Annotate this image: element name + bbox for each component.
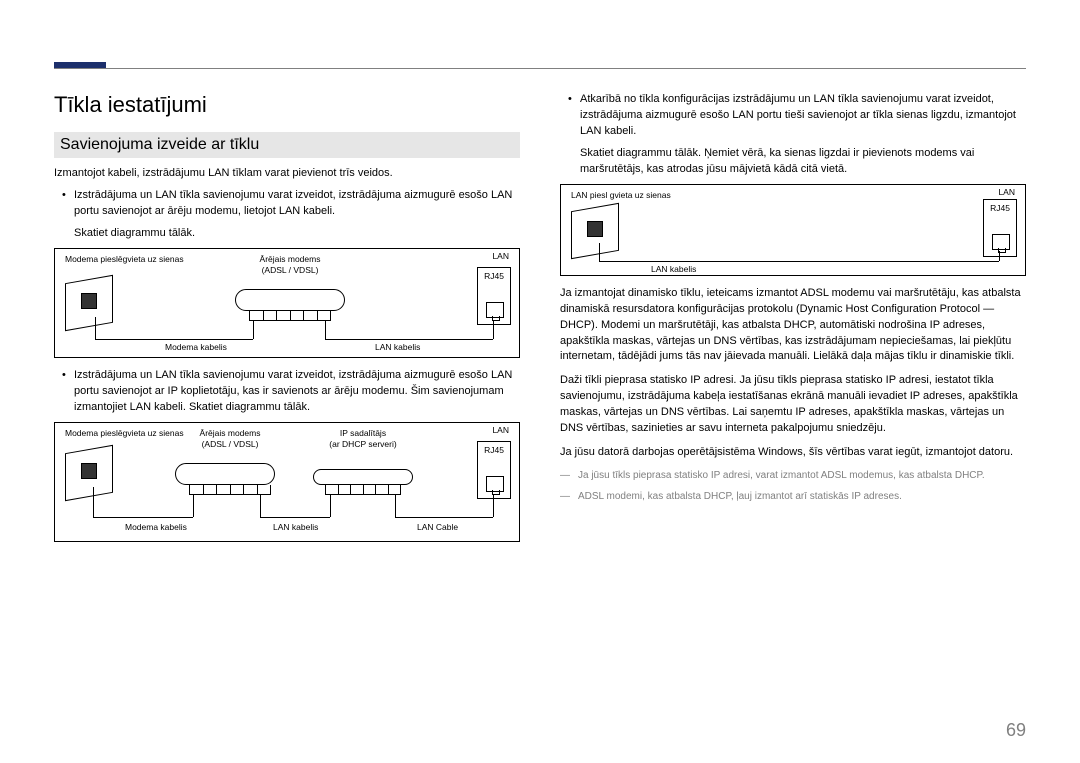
rj45-panel-icon: RJ45 bbox=[983, 199, 1017, 257]
rj45-panel-icon: RJ45 bbox=[477, 267, 511, 325]
diagram-wall-direct: LAN piesl gvieta uz sienas LAN RJ45 LAN … bbox=[560, 184, 1026, 276]
label-rj45: RJ45 bbox=[984, 204, 1016, 214]
page-number: 69 bbox=[1006, 720, 1026, 741]
diagram-ip-sharer: Modema pieslēgvieta uz sienas Ārējais mo… bbox=[54, 422, 520, 542]
paragraph: Ja jūsu datorā darbojas operētājsistēma … bbox=[560, 445, 1026, 461]
bullet-list-right: Atkarībā no tīkla konfigurācijas izstrād… bbox=[560, 92, 1026, 140]
wall-jack-icon bbox=[571, 207, 631, 261]
page-content: Tīkla iestatījumi Savienojuma izveide ar… bbox=[54, 92, 1026, 723]
label-lan-cable-en: LAN Cable bbox=[417, 523, 458, 533]
label-rj45: RJ45 bbox=[478, 272, 510, 282]
label-sharer-2: (ar DHCP serveri) bbox=[313, 440, 413, 450]
label-lan-cable: LAN kabelis bbox=[651, 265, 696, 275]
header-rule bbox=[54, 68, 1026, 69]
label-modem-2: (ADSL / VDSL) bbox=[245, 266, 335, 276]
ip-sharer-icon bbox=[313, 469, 413, 495]
note-line: Ja jūsu tīkls pieprasa statisko IP adres… bbox=[560, 469, 1026, 484]
sub-line: Skatiet diagrammu tālāk. bbox=[54, 226, 520, 242]
label-sharer-1: IP sadalītājs bbox=[313, 429, 413, 439]
modem-icon bbox=[235, 289, 345, 319]
label-wall: Modema pieslēgvieta uz sienas bbox=[65, 255, 184, 265]
section-heading: Savienojuma izveide ar tīklu bbox=[54, 132, 520, 158]
label-lan-cable: LAN kabelis bbox=[273, 523, 318, 533]
label-modem-cable: Modema kabelis bbox=[125, 523, 187, 533]
label-lan-cable: LAN kabelis bbox=[375, 343, 420, 353]
label-lan-top: LAN bbox=[492, 252, 509, 262]
diagram-modem-direct: Modema pieslēgvieta uz sienas Ārējais mo… bbox=[54, 248, 520, 358]
label-modem-2: (ADSL / VDSL) bbox=[185, 440, 275, 450]
page-title: Tīkla iestatījumi bbox=[54, 92, 520, 118]
label-wall-lan: LAN piesl gvieta uz sienas bbox=[571, 191, 671, 201]
label-modem-1: Ārējais modems bbox=[245, 255, 335, 265]
label-lan-top: LAN bbox=[492, 426, 509, 436]
bullet-list-left-1: Izstrādājuma un LAN tīkla savienojumu va… bbox=[54, 188, 520, 220]
rj45-panel-icon: RJ45 bbox=[477, 441, 511, 499]
label-wall: Modema pieslēgvieta uz sienas bbox=[65, 429, 184, 439]
wall-jack-icon bbox=[65, 449, 125, 503]
label-modem-cable: Modema kabelis bbox=[165, 343, 227, 353]
bullet-item: Atkarībā no tīkla konfigurācijas izstrād… bbox=[580, 92, 1026, 140]
label-lan-top: LAN bbox=[998, 188, 1015, 198]
label-modem-1: Ārējais modems bbox=[185, 429, 275, 439]
label-rj45: RJ45 bbox=[478, 446, 510, 456]
modem-icon bbox=[175, 463, 275, 493]
intro-text: Izmantojot kabeli, izstrādājumu LAN tīkl… bbox=[54, 166, 520, 182]
bullet-item: Izstrādājuma un LAN tīkla savienojumu va… bbox=[74, 368, 520, 416]
bullet-list-left-2: Izstrādājuma un LAN tīkla savienojumu va… bbox=[54, 368, 520, 416]
paragraph: Daži tīkli pieprasa statisko IP adresi. … bbox=[560, 373, 1026, 437]
bullet-item: Izstrādājuma un LAN tīkla savienojumu va… bbox=[74, 188, 520, 220]
right-column: Atkarībā no tīkla konfigurācijas izstrād… bbox=[560, 92, 1026, 723]
left-column: Tīkla iestatījumi Savienojuma izveide ar… bbox=[54, 92, 520, 723]
sub-line-right: Skatiet diagrammu tālāk. Ņemiet vērā, ka… bbox=[560, 146, 1026, 178]
paragraph: Ja izmantojat dinamisko tīklu, ieteicams… bbox=[560, 286, 1026, 366]
note-line: ADSL modemi, kas atbalsta DHCP, ļauj izm… bbox=[560, 490, 1026, 505]
